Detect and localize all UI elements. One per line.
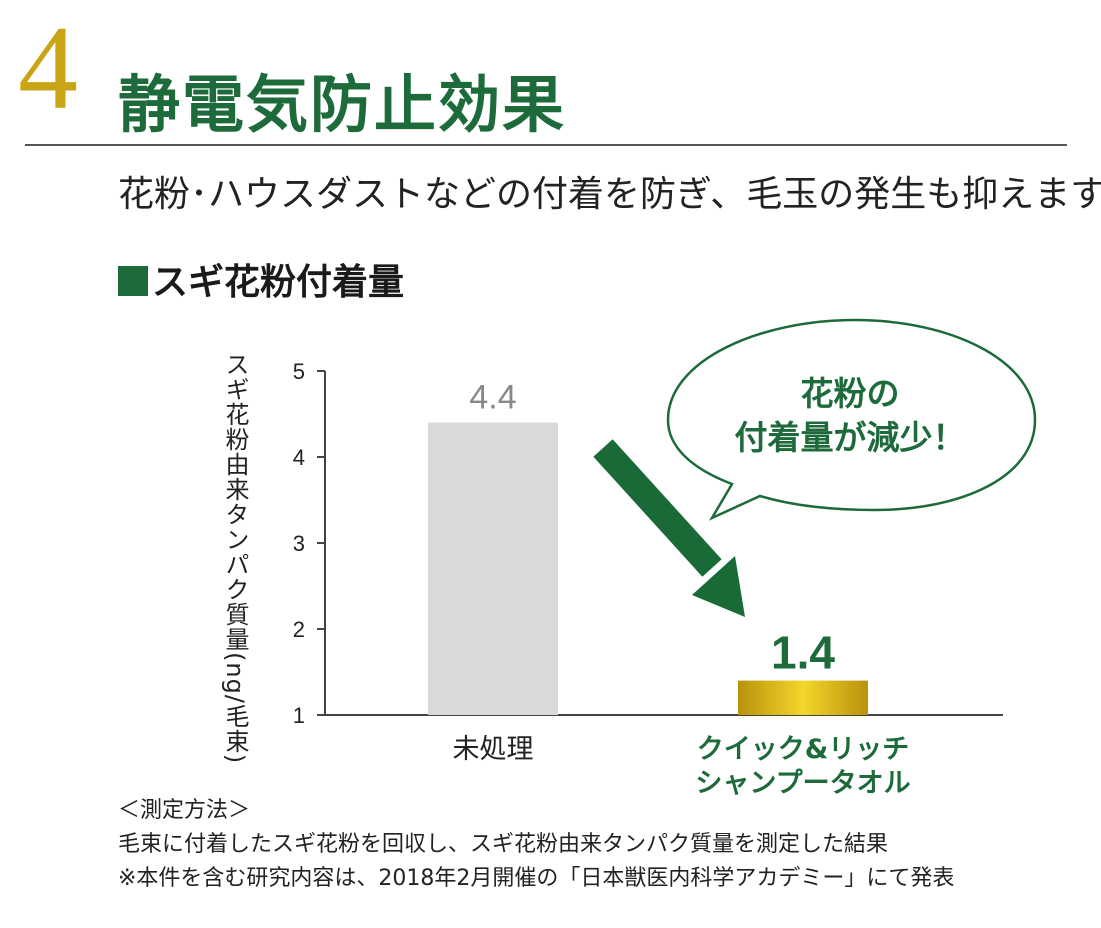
- callout-line-1: 花粉の: [800, 374, 900, 413]
- speech-bubble: [666, 318, 1037, 521]
- y-tick-label: 2: [293, 617, 305, 642]
- bar-value-label: 1.4: [771, 627, 835, 679]
- callout-text: 花粉の 付着量が減少！: [700, 372, 1000, 460]
- method-line-1: 毛束に付着したスギ花粉を回収し、スギ花粉由来タンパク質量を測定した結果: [118, 832, 889, 857]
- callout-line-2: 付着量が減少！: [734, 418, 966, 457]
- method-line-2: ※本件を含む研究内容は、2018年2月開催の「日本獣医内科学アカデミー」にて発表: [118, 866, 955, 891]
- bar: [738, 680, 868, 715]
- method-notes: ＜測定方法＞ 毛束に付着したスギ花粉を回収し、スギ花粉由来タンパク質量を測定した…: [118, 794, 954, 896]
- chart-title-text: スギ花粉付着量: [152, 262, 405, 303]
- section-subtitle: 花粉･ハウスダストなどの付着を防ぎ、毛玉の発生も抑えます。: [118, 174, 1101, 215]
- chart-title: スギ花粉付着量: [118, 253, 404, 305]
- square-bullet-icon: [118, 266, 148, 296]
- bar: [428, 422, 558, 715]
- y-tick-label: 1: [293, 703, 305, 728]
- y-tick-label: 4: [293, 445, 305, 470]
- bar-value-label: 4.4: [469, 379, 516, 417]
- y-tick-label: 3: [293, 531, 305, 556]
- x-category-label: シャンプータオル: [695, 768, 910, 799]
- y-tick-label: 5: [293, 359, 305, 384]
- decrease-arrow-icon: [593, 439, 745, 617]
- y-axis-label: スギ花粉由来タンパク質量(ng/毛束): [221, 352, 249, 765]
- title-divider: [25, 144, 1067, 146]
- x-category-label: 未処理: [453, 734, 534, 765]
- x-category-label: クイック&リッチ: [697, 734, 910, 765]
- section-number: 4: [18, 1, 78, 134]
- method-heading: ＜測定方法＞: [118, 798, 251, 823]
- section-title: 静電気防止効果: [118, 68, 567, 141]
